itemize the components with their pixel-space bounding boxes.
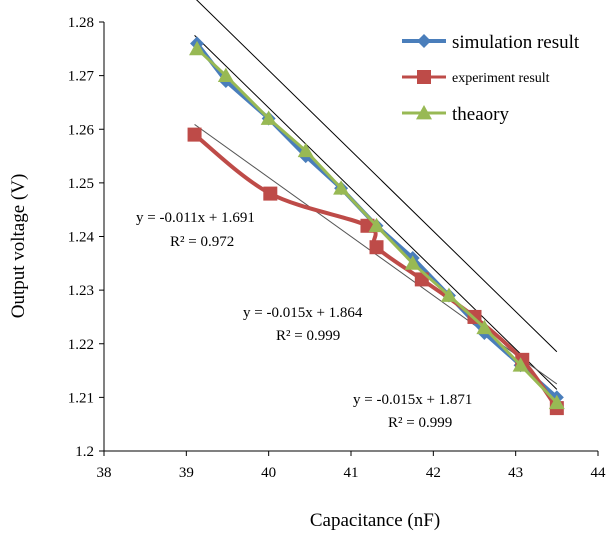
data-point [369, 240, 384, 255]
y-tick-label: 1.23 [68, 283, 94, 299]
plot-area: 38 39 40 41 42 43 44 1.21.211.221.231.241.251.… [68, 0, 606, 481]
data-point [404, 255, 421, 270]
x-tick-label: 44 [591, 465, 607, 481]
y-tick-label: 1.27 [68, 69, 95, 85]
annotation-3: y = -0.015x + 1.871 R² = 0.999 [353, 392, 472, 431]
y-tick-label: 1.2 [75, 444, 94, 460]
y-tick-label: 1.25 [68, 176, 94, 192]
data-point [512, 357, 529, 372]
annotation-1-equation: y = -0.011x + 1.691 [136, 210, 255, 226]
legend-item-experiment: experiment result [402, 70, 550, 86]
series-3 [189, 40, 565, 410]
x-axis-title: Capacitance (nF) [310, 510, 440, 531]
annotation-2-r2: R² = 0.999 [276, 328, 340, 344]
annotation-1: y = -0.011x + 1.691 R² = 0.972 [136, 210, 255, 250]
annotation-2-equation: y = -0.015x + 1.864 [243, 305, 363, 321]
y-tick-label: 1.21 [68, 390, 94, 406]
legend-simulation-marker [417, 34, 431, 48]
y-tick-label: 1.26 [68, 122, 95, 138]
x-tick-label: 41 [344, 465, 359, 481]
series-2 [187, 127, 564, 416]
y-axis-ticks: 1.2 1.21 1.22 1.23 1.24 1.25 1.26 1.27 1.28 [68, 15, 104, 460]
x-tick-label: 39 [179, 465, 194, 481]
data-point [260, 110, 277, 125]
trendline-1 [196, 0, 558, 353]
series-layer [187, 36, 565, 416]
x-tick-label: 43 [508, 465, 523, 481]
legend-experiment-marker [417, 70, 431, 84]
legend: simulation result experiment result thea… [402, 32, 580, 125]
data-point [440, 287, 457, 302]
y-tick-label: 1.22 [68, 337, 94, 353]
legend-marker-shape [416, 105, 432, 120]
data-point [368, 217, 385, 233]
legend-theory-marker [416, 105, 432, 120]
legend-marker-shape [417, 34, 431, 48]
data-point [333, 180, 350, 195]
series-2-line [193, 133, 559, 410]
data-point [476, 319, 493, 335]
data-point [548, 394, 565, 410]
legend-marker-shape [417, 70, 431, 84]
x-axis-ticks: 38 39 40 41 42 43 44 [97, 451, 607, 481]
x-tick-label: 38 [97, 465, 112, 481]
annotation-3-equation: y = -0.015x + 1.871 [353, 392, 472, 408]
y-tick-label: 1.28 [68, 15, 94, 31]
x-tick-label: 42 [426, 465, 441, 481]
data-point [189, 40, 206, 56]
data-point [217, 67, 234, 83]
trendline-2 [194, 35, 558, 390]
y-axis-title: Output voltage (V) [8, 174, 29, 319]
data-point [297, 142, 314, 158]
x-tick-label: 40 [261, 465, 276, 481]
legend-item-theory: theaory [402, 104, 509, 125]
trendlines [194, 0, 558, 390]
annotation-1-r2: R² = 0.972 [170, 234, 234, 250]
data-point [187, 127, 202, 142]
legend-item-simulation: simulation result [402, 32, 580, 53]
annotation-2: y = -0.015x + 1.864 R² = 0.999 [243, 305, 363, 344]
annotation-3-r2: R² = 0.999 [388, 415, 452, 431]
legend-experiment-label: experiment result [452, 71, 550, 86]
legend-theory-label: theaory [452, 104, 509, 125]
legend-simulation-label: simulation result [452, 32, 580, 53]
data-point [263, 186, 278, 201]
y-tick-label: 1.24 [68, 230, 95, 246]
